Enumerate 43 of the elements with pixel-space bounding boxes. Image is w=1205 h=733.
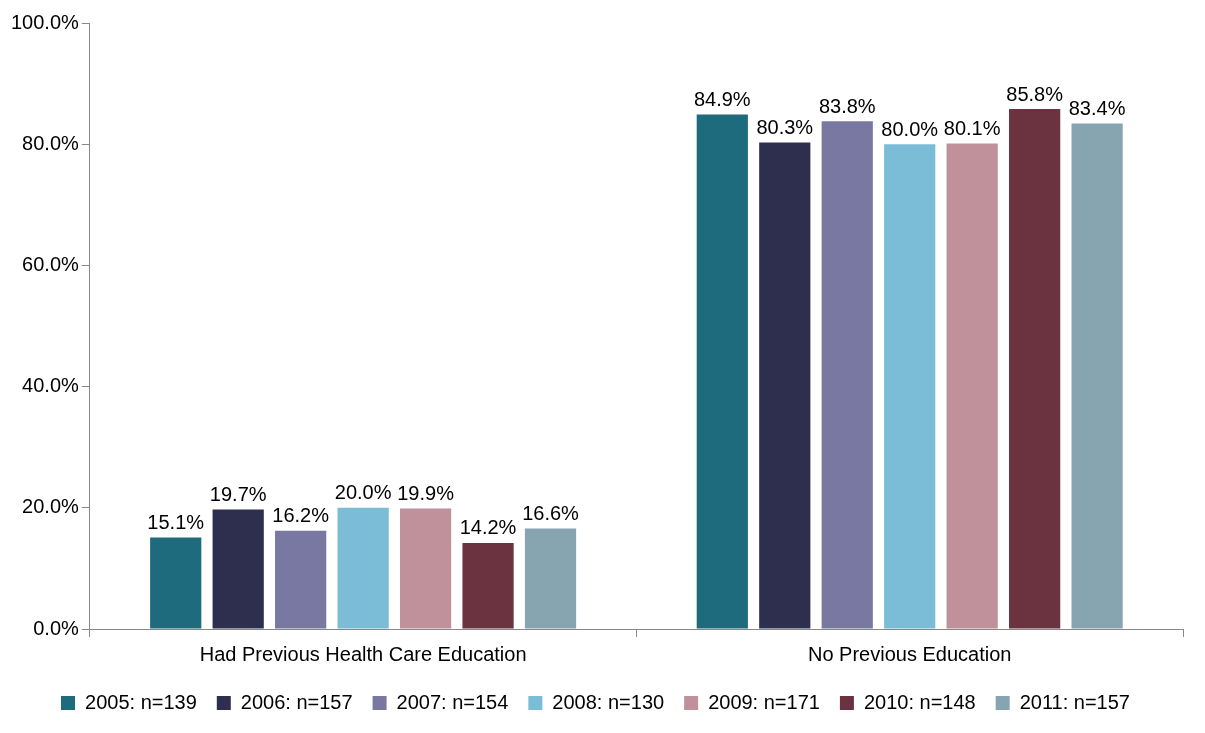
y-tick-label: 60.0% (22, 252, 80, 275)
bar (821, 121, 873, 629)
bar (759, 142, 811, 629)
data-label: 14.2% (459, 516, 517, 539)
legend-label: 2009: n=171 (708, 690, 820, 713)
y-tick-label: 0.0% (33, 616, 80, 639)
legend-label: 2010: n=148 (863, 690, 976, 713)
data-label: 83.4% (1068, 97, 1126, 120)
data-label: 85.8% (1006, 82, 1064, 105)
legend-label: 2008: n=130 (552, 690, 665, 713)
data-label: 16.6% (522, 501, 580, 524)
data-label: 80.0% (881, 117, 939, 140)
bar (884, 144, 936, 629)
bar (462, 542, 514, 629)
data-label: 16.2% (272, 504, 330, 527)
data-label: 84.9% (693, 88, 751, 111)
data-label: 83.8% (818, 94, 876, 117)
legend-label: 2005: n=139 (85, 690, 197, 713)
x-tick-label: No Previous Education (807, 642, 1012, 665)
y-tick-label: 40.0% (22, 374, 80, 397)
bar (150, 537, 202, 629)
y-tick-label: 80.0% (22, 131, 80, 154)
bar (524, 528, 577, 629)
bar (212, 509, 264, 629)
bar (399, 508, 452, 629)
bar (946, 143, 998, 629)
data-label: 80.3% (756, 115, 814, 138)
bar (696, 114, 748, 629)
data-label: 19.9% (397, 481, 455, 504)
bar (1009, 109, 1061, 629)
legend-label: 2011: n=157 (1019, 690, 1130, 713)
data-label: 80.1% (943, 117, 1001, 140)
legend-label: 2007: n=154 (396, 690, 509, 713)
data-label: 20.0% (334, 481, 392, 504)
y-tick-label: 100.0% (10, 10, 80, 33)
legend-label: 2006: n=157 (240, 690, 353, 713)
data-label: 15.1% (147, 511, 205, 534)
bar (337, 507, 389, 629)
bar (275, 530, 327, 629)
bar (1071, 123, 1123, 629)
y-tick-label: 20.0% (22, 495, 80, 518)
data-label: 19.7% (209, 483, 267, 506)
x-tick-label: Had Previous Health Care Education (199, 642, 527, 665)
